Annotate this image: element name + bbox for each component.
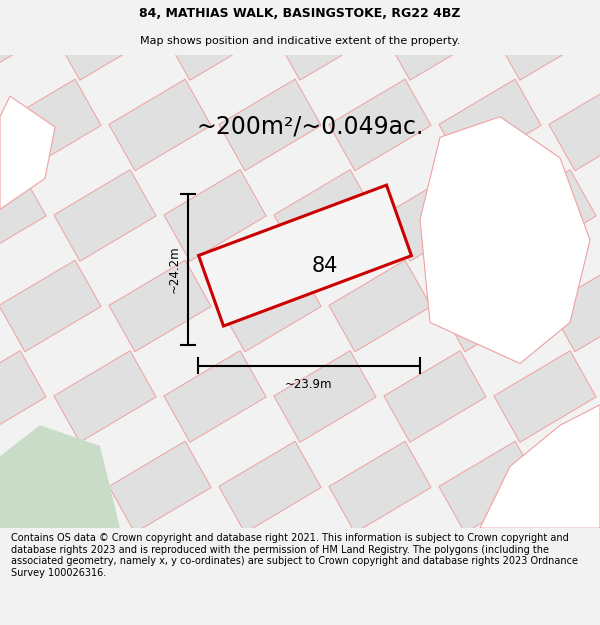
Polygon shape <box>549 79 600 171</box>
Polygon shape <box>199 185 412 326</box>
Text: 84: 84 <box>312 256 338 276</box>
Text: ~23.9m: ~23.9m <box>285 378 333 391</box>
Polygon shape <box>164 169 266 261</box>
Polygon shape <box>54 351 156 442</box>
Polygon shape <box>494 169 596 261</box>
Polygon shape <box>0 0 46 80</box>
Polygon shape <box>384 351 486 442</box>
Polygon shape <box>384 0 486 80</box>
Polygon shape <box>0 441 101 532</box>
Polygon shape <box>0 351 46 442</box>
Polygon shape <box>384 169 486 261</box>
Polygon shape <box>109 79 211 171</box>
Polygon shape <box>420 117 590 364</box>
Polygon shape <box>494 351 596 442</box>
Polygon shape <box>219 260 321 352</box>
Polygon shape <box>219 441 321 532</box>
Polygon shape <box>164 532 266 623</box>
Polygon shape <box>494 532 596 623</box>
Polygon shape <box>274 351 376 442</box>
Polygon shape <box>109 260 211 352</box>
Polygon shape <box>329 260 431 352</box>
Polygon shape <box>329 441 431 532</box>
Polygon shape <box>164 351 266 442</box>
Polygon shape <box>0 425 120 528</box>
Text: ~200m²/~0.049ac.: ~200m²/~0.049ac. <box>196 115 424 139</box>
Polygon shape <box>329 79 431 171</box>
Polygon shape <box>274 532 376 623</box>
Polygon shape <box>54 532 156 623</box>
Text: Map shows position and indicative extent of the property.: Map shows position and indicative extent… <box>140 36 460 46</box>
Polygon shape <box>0 96 55 209</box>
Polygon shape <box>494 0 596 80</box>
Polygon shape <box>274 0 376 80</box>
Polygon shape <box>219 79 321 171</box>
Polygon shape <box>164 0 266 80</box>
Polygon shape <box>384 532 486 623</box>
Polygon shape <box>549 441 600 532</box>
Polygon shape <box>0 169 46 261</box>
Polygon shape <box>439 79 541 171</box>
Polygon shape <box>54 169 156 261</box>
Text: Contains OS data © Crown copyright and database right 2021. This information is : Contains OS data © Crown copyright and d… <box>11 533 578 578</box>
Polygon shape <box>54 0 156 80</box>
Polygon shape <box>0 79 101 171</box>
Polygon shape <box>439 441 541 532</box>
Polygon shape <box>0 260 101 352</box>
Text: ~24.2m: ~24.2m <box>167 246 181 293</box>
Text: 84, MATHIAS WALK, BASINGSTOKE, RG22 4BZ: 84, MATHIAS WALK, BASINGSTOKE, RG22 4BZ <box>139 8 461 20</box>
Polygon shape <box>274 169 376 261</box>
Polygon shape <box>0 532 46 623</box>
Polygon shape <box>109 441 211 532</box>
Polygon shape <box>439 260 541 352</box>
Polygon shape <box>549 260 600 352</box>
Polygon shape <box>480 405 600 528</box>
